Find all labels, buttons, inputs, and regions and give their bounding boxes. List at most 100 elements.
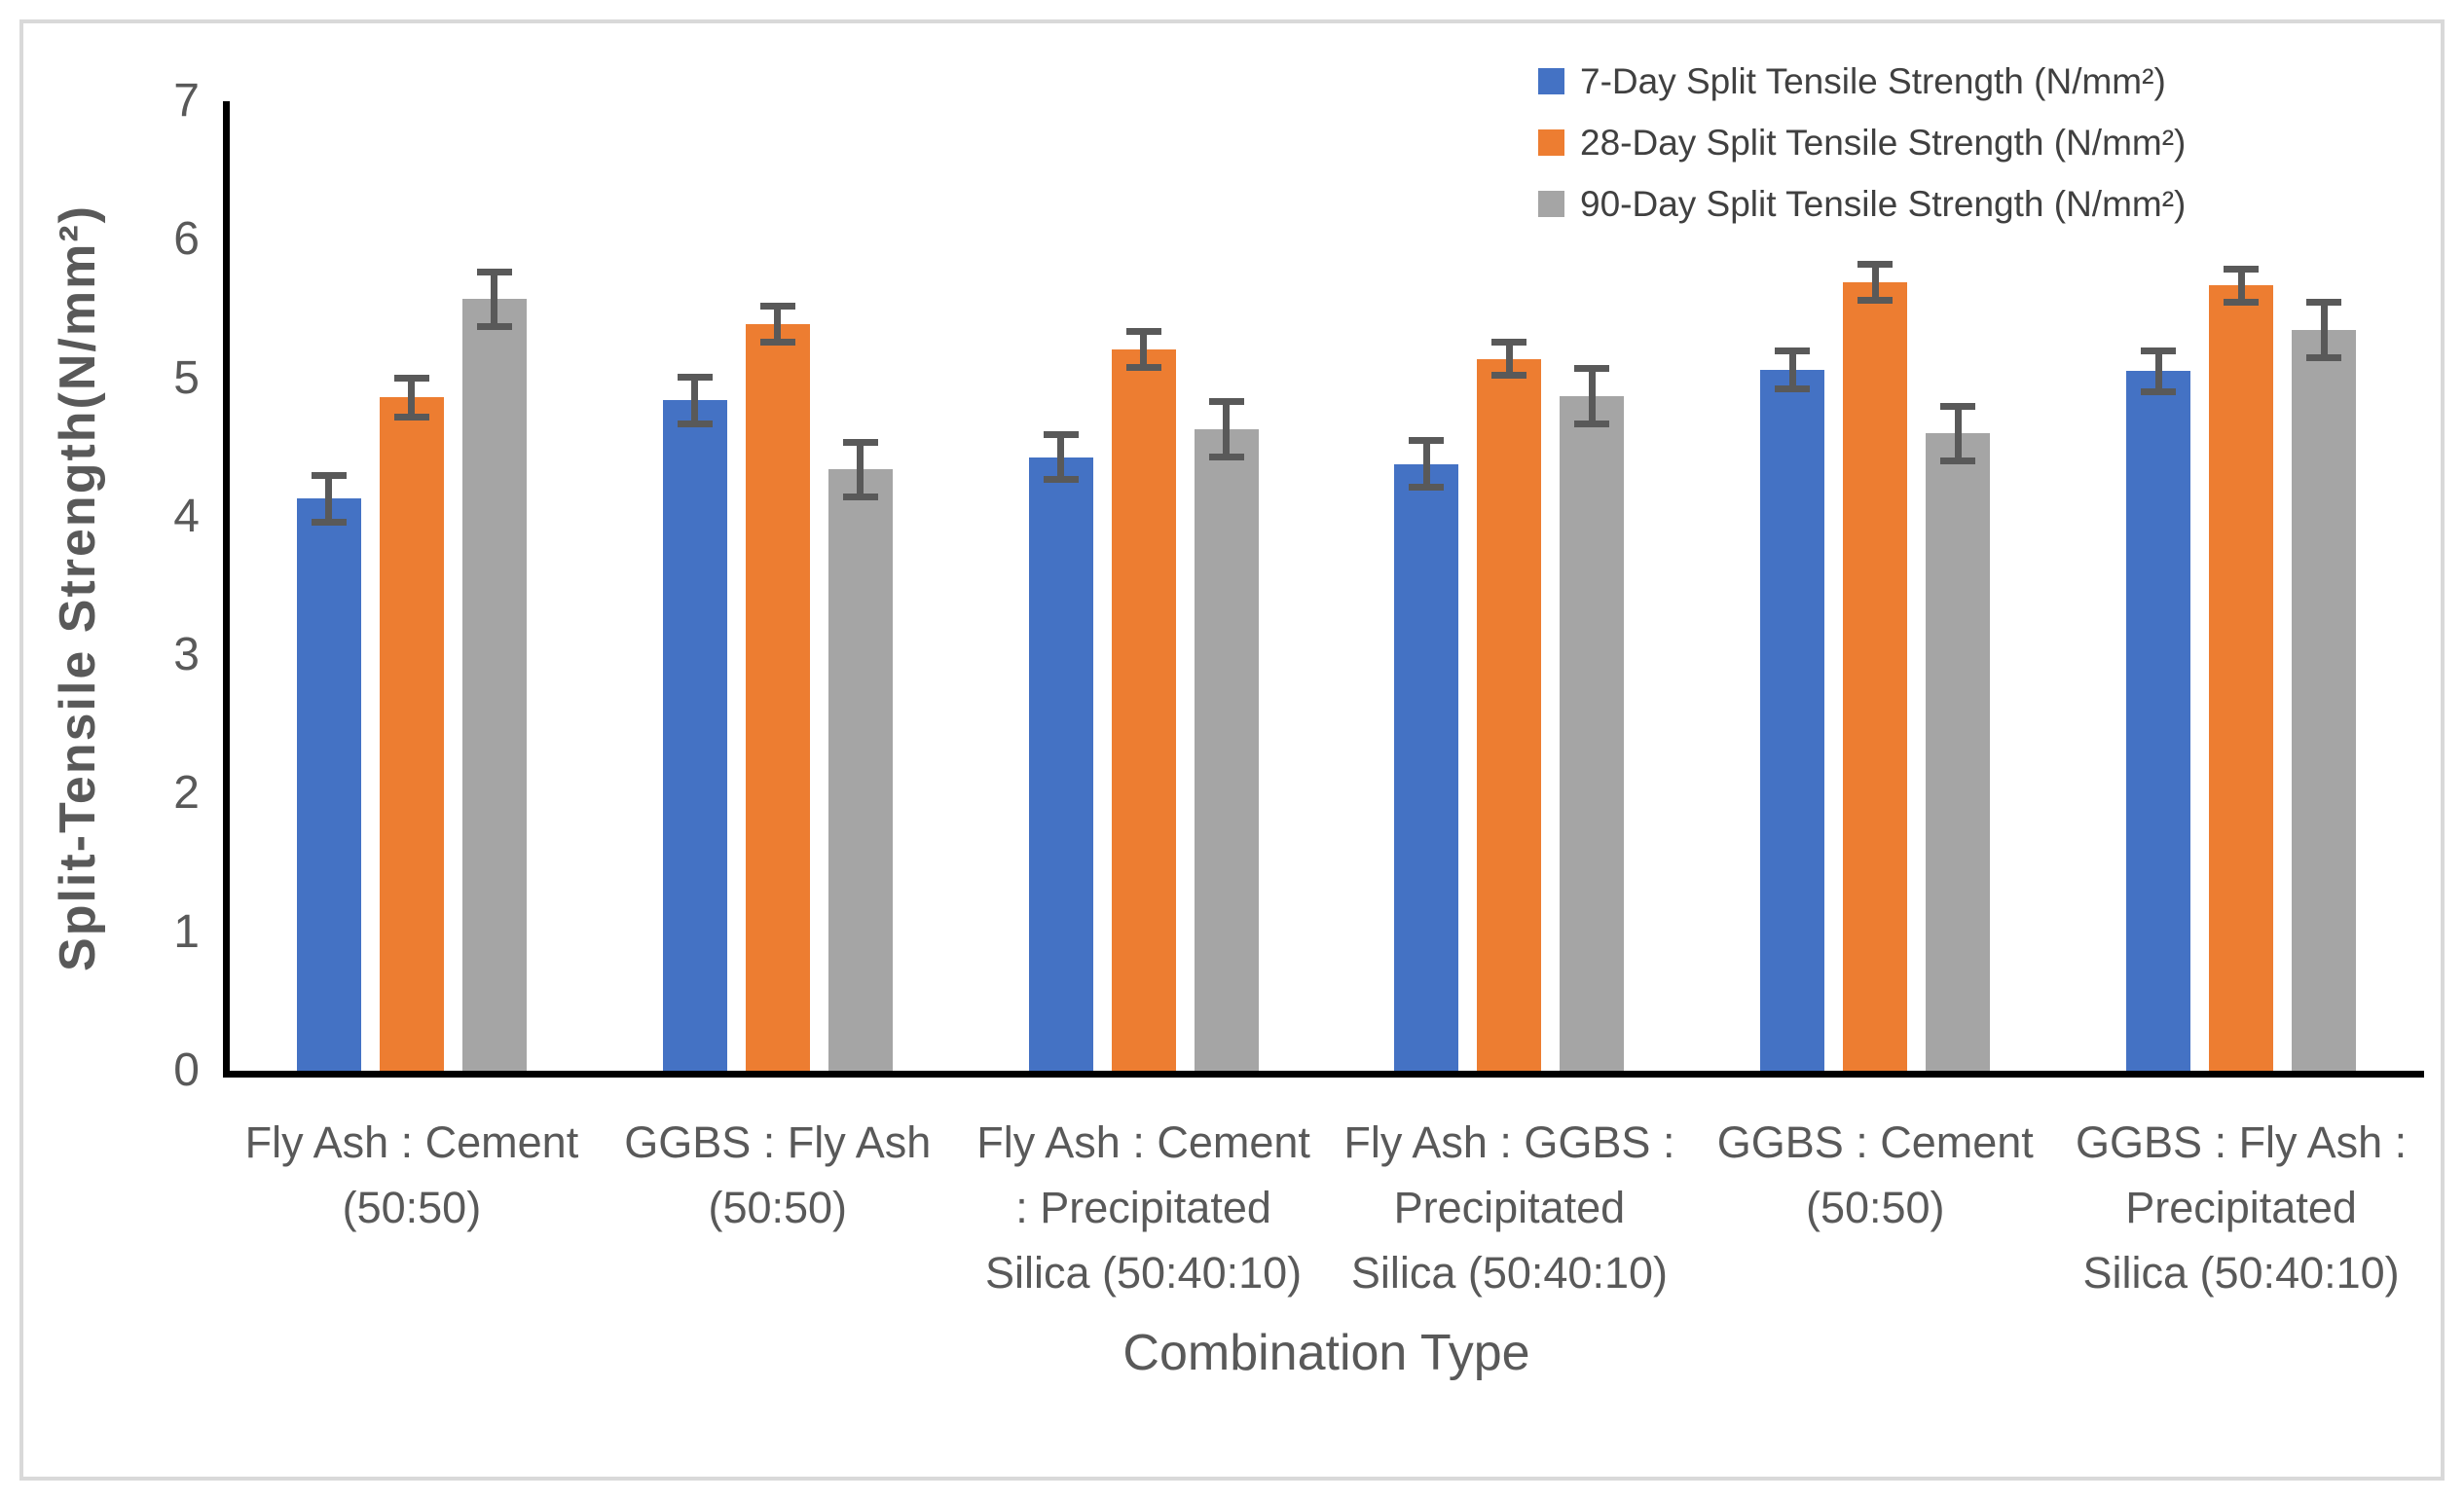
bar-90day-cat5 bbox=[1926, 433, 1991, 1071]
error-bar bbox=[1140, 331, 1148, 368]
bar-7day-cat1 bbox=[296, 498, 361, 1071]
bar-28day-cat6 bbox=[2209, 285, 2274, 1071]
error-bar-cap-top bbox=[1491, 339, 1527, 347]
error-bar bbox=[1954, 406, 1962, 461]
bar-28day-cat3 bbox=[1111, 348, 1176, 1071]
x-category-label-line: (50:50) bbox=[1805, 1183, 1945, 1232]
error-bar-cap-bottom bbox=[677, 421, 713, 428]
error-bar bbox=[691, 377, 699, 424]
x-category-label-line: GGBS : Cement bbox=[1716, 1117, 2034, 1167]
error-bar-cap-top bbox=[311, 471, 347, 479]
error-bar bbox=[1505, 342, 1513, 376]
x-category-label-line: Silica (50:40:10) bbox=[984, 1248, 1303, 1298]
error-bar bbox=[857, 442, 864, 497]
x-category-label-line: Precipitated bbox=[1393, 1183, 1626, 1232]
bar-28day-cat5 bbox=[1843, 282, 1908, 1071]
bar-7day-cat2 bbox=[662, 400, 727, 1071]
error-bar bbox=[1223, 401, 1231, 457]
error-bar-cap-top bbox=[2306, 298, 2342, 306]
error-bar-cap-bottom bbox=[1491, 372, 1527, 380]
legend-swatch-orange-icon bbox=[1538, 129, 1564, 156]
error-bar-cap-bottom bbox=[2141, 388, 2177, 396]
error-bar-cap-bottom bbox=[1775, 385, 1811, 393]
error-bar-cap-bottom bbox=[759, 339, 795, 347]
error-bar-cap-top bbox=[2224, 265, 2260, 273]
x-category-label-line: (50:50) bbox=[342, 1183, 482, 1232]
x-axis-line bbox=[223, 1071, 2424, 1078]
error-bar-cap-bottom bbox=[1574, 421, 1610, 428]
legend-label: 90-Day Split Tensile Strength (N/mm²) bbox=[1580, 183, 2187, 224]
x-category-label-line: (50:50) bbox=[708, 1183, 848, 1232]
error-bar-cap-bottom bbox=[311, 519, 347, 527]
error-bar-cap-top bbox=[1574, 365, 1610, 373]
error-bar-cap-top bbox=[476, 268, 512, 275]
error-bar-cap-top bbox=[759, 303, 795, 311]
y-axis-line bbox=[223, 101, 230, 1078]
error-bar-cap-bottom bbox=[1043, 475, 1079, 483]
error-bar bbox=[774, 306, 782, 343]
x-category-label-line: Silica (50:40:10) bbox=[1350, 1248, 1668, 1298]
y-tick-label: 0 bbox=[173, 1044, 200, 1096]
legend-item-90-day: 90-Day Split Tensile Strength (N/mm²) bbox=[1538, 173, 2186, 235]
error-bar bbox=[491, 272, 498, 327]
error-bar-cap-bottom bbox=[393, 413, 429, 421]
error-bar-cap-top bbox=[1409, 437, 1445, 445]
bar-7day-cat3 bbox=[1028, 457, 1093, 1071]
x-category-label-line: : Precipitated bbox=[1015, 1183, 1271, 1232]
x-category-label-line: Fly Ash : Cement bbox=[244, 1117, 579, 1167]
error-bar-cap-top bbox=[393, 375, 429, 383]
legend-label: 28-Day Split Tensile Strength (N/mm²) bbox=[1580, 122, 2187, 163]
legend-item-7-day: 7-Day Split Tensile Strength (N/mm²) bbox=[1538, 51, 2186, 112]
y-tick-label: 7 bbox=[173, 75, 200, 127]
x-category-label-line: Fly Ash : GGBS : bbox=[1343, 1117, 1675, 1167]
error-bar-cap-bottom bbox=[842, 494, 878, 501]
error-bar bbox=[408, 378, 416, 418]
x-category-label: Fly Ash : Cement (50:50) bbox=[225, 1110, 599, 1240]
bar-90day-cat2 bbox=[827, 469, 893, 1071]
error-bar-cap-bottom bbox=[1857, 297, 1894, 305]
error-bar-cap-bottom bbox=[2224, 298, 2260, 306]
error-bar-cap-top bbox=[2141, 347, 2177, 354]
error-bar-cap-bottom bbox=[1940, 457, 1976, 465]
error-bar-cap-top bbox=[1940, 402, 1976, 410]
error-bar-cap-bottom bbox=[1409, 484, 1445, 492]
x-category-label: Fly Ash : GGBS : Precipitated Silica (50:4… bbox=[1322, 1110, 1696, 1305]
bar-90day-cat6 bbox=[2292, 329, 2357, 1071]
x-category-label-line: Precipitated bbox=[2125, 1183, 2357, 1232]
error-bar bbox=[1422, 440, 1430, 488]
error-bar-cap-top bbox=[1857, 261, 1894, 269]
x-category-label-line: GGBS : Fly Ash : bbox=[2076, 1117, 2408, 1167]
y-tick-label: 1 bbox=[173, 905, 200, 958]
bar-28day-cat2 bbox=[745, 324, 810, 1071]
error-bar-cap-top bbox=[677, 373, 713, 381]
bar-7day-cat6 bbox=[2126, 371, 2191, 1071]
x-category-label-line: Fly Ash : Cement bbox=[976, 1117, 1310, 1167]
y-tick-label: 2 bbox=[173, 767, 200, 820]
bar-7day-cat5 bbox=[1760, 370, 1825, 1071]
error-bar bbox=[1588, 368, 1596, 424]
legend: 7-Day Split Tensile Strength (N/mm²) 28-… bbox=[1538, 51, 2186, 235]
error-bar bbox=[1788, 350, 1796, 389]
x-axis-title: Combination Type bbox=[1122, 1325, 1530, 1381]
error-bar bbox=[2154, 350, 2162, 392]
error-bar-cap-bottom bbox=[1208, 454, 1244, 461]
legend-swatch-blue-icon bbox=[1538, 68, 1564, 94]
error-bar bbox=[1871, 264, 1879, 301]
error-bar-cap-bottom bbox=[476, 323, 512, 331]
y-tick-label: 4 bbox=[173, 490, 200, 542]
error-bar bbox=[325, 475, 333, 523]
error-bar-cap-top bbox=[1043, 431, 1079, 439]
y-tick-label: 6 bbox=[173, 213, 200, 266]
bar-90day-cat1 bbox=[461, 299, 527, 1071]
bar-90day-cat3 bbox=[1194, 429, 1259, 1071]
legend-item-28-day: 28-Day Split Tensile Strength (N/mm²) bbox=[1538, 112, 2186, 173]
error-bar bbox=[2237, 269, 2245, 303]
x-category-label: GGBS : Fly Ash (50:50) bbox=[591, 1110, 965, 1240]
error-bar bbox=[1057, 434, 1065, 480]
x-category-label-line: GGBS : Fly Ash bbox=[624, 1117, 932, 1167]
bar-28day-cat1 bbox=[379, 397, 444, 1071]
x-category-label: GGBS : Fly Ash : Precipitated Silica (50:4… bbox=[2054, 1110, 2428, 1305]
legend-label: 7-Day Split Tensile Strength (N/mm²) bbox=[1580, 60, 2166, 101]
error-bar-cap-bottom bbox=[2306, 353, 2342, 361]
